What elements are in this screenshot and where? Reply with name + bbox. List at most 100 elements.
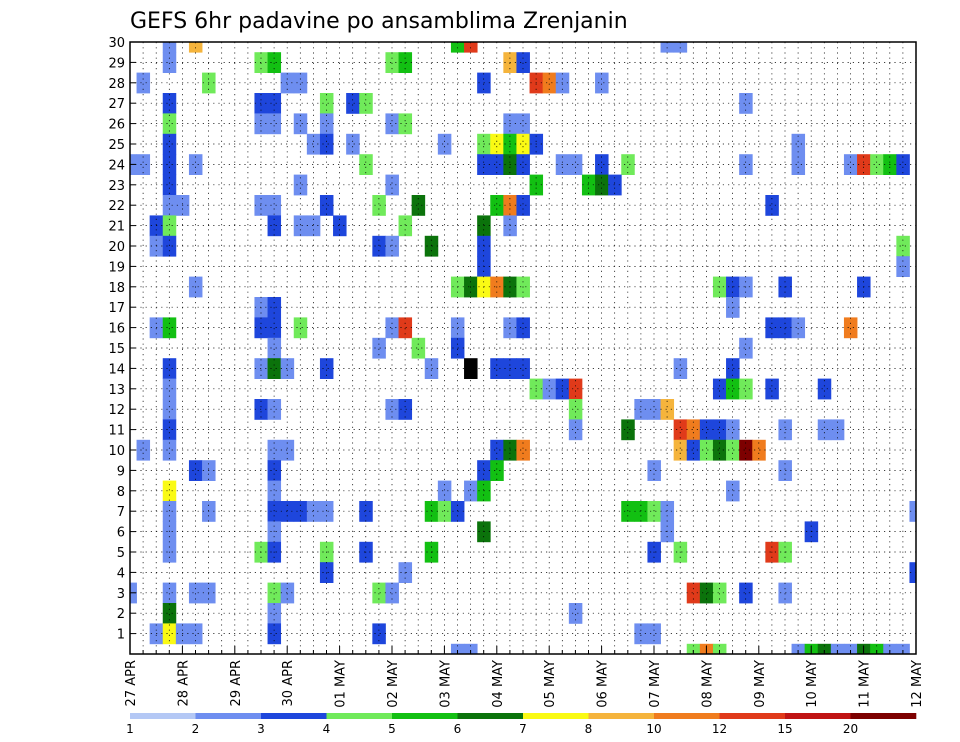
chart-title: GEFS 6hr padavine po ansamblima Zrenjani… — [130, 9, 628, 34]
heatmap-cell — [319, 358, 334, 379]
heatmap-cell — [424, 501, 439, 522]
heatmap-cell — [568, 419, 583, 441]
heatmap-cell — [267, 399, 282, 420]
heatmap-cell — [293, 501, 308, 522]
heatmap-cell — [647, 399, 661, 420]
colorbar-swatch — [130, 713, 196, 719]
heatmap-cell — [595, 72, 609, 94]
x-tick-label: 06 MAY — [596, 660, 611, 708]
heatmap-cell — [739, 582, 753, 604]
heatmap-cell — [726, 439, 740, 461]
heatmap-cell — [647, 460, 661, 481]
heatmap-cell — [280, 72, 295, 94]
heatmap-cell — [162, 623, 177, 645]
heatmap-cell — [464, 643, 478, 655]
heatmap-cell — [608, 174, 622, 196]
y-tick-label: 12 — [108, 403, 125, 418]
heatmap-cell — [385, 52, 399, 73]
heatmap-cell — [162, 215, 177, 237]
heatmap-cell — [686, 643, 701, 655]
heatmap-cell — [437, 480, 452, 502]
heatmap-cell — [162, 154, 177, 175]
y-tick-label: 22 — [108, 199, 125, 214]
heatmap-cell — [162, 439, 177, 461]
heatmap-cell — [817, 643, 832, 655]
heatmap-cell — [542, 378, 557, 400]
heatmap-cell — [162, 399, 177, 420]
colorbar-label: 6 — [454, 722, 462, 736]
heatmap-cell — [385, 399, 399, 420]
heatmap-cell — [621, 501, 635, 522]
x-tick-label: 11 MAY — [858, 660, 873, 708]
colorbar-label: 15 — [777, 722, 792, 736]
heatmap-cell — [516, 133, 530, 155]
heatmap-cell — [765, 195, 779, 216]
heatmap-cell — [162, 113, 177, 135]
heatmap-cell — [162, 480, 177, 502]
y-tick-label: 8 — [117, 485, 125, 500]
colorbar-label: 8 — [585, 722, 593, 736]
y-tick-label: 9 — [117, 464, 125, 479]
heatmap-cell — [673, 419, 688, 441]
y-tick-label: 2 — [117, 607, 125, 622]
heatmap-cell — [162, 93, 177, 114]
heatmap-cell — [267, 603, 282, 624]
heatmap-cell — [267, 460, 282, 481]
heatmap-cell — [385, 582, 399, 604]
heatmap-cell — [385, 317, 399, 339]
colorbar-label: 12 — [712, 722, 727, 736]
heatmap-cell — [293, 317, 308, 339]
y-tick-label: 16 — [108, 322, 125, 337]
x-tick-label: 05 MAY — [543, 660, 558, 708]
heatmap-cell — [319, 93, 334, 114]
heatmap-cell — [162, 195, 177, 216]
heatmap-cell — [647, 501, 661, 522]
heatmap-cell — [896, 643, 910, 655]
y-tick-label: 15 — [108, 342, 125, 357]
y-tick-label: 7 — [117, 505, 125, 520]
heatmap-cell — [843, 154, 858, 175]
heatmap-cell — [162, 358, 177, 379]
heatmap-cell — [739, 337, 753, 359]
y-tick-label: 21 — [108, 220, 125, 235]
heatmap-cell — [739, 439, 753, 461]
heatmap-cell — [267, 501, 282, 522]
heatmap-cell — [739, 378, 753, 400]
heatmap-cell — [306, 215, 321, 237]
y-tick-label: 13 — [108, 383, 125, 398]
colorbar-swatch — [588, 713, 655, 719]
heatmap-cell — [267, 93, 282, 114]
heatmap-cell — [280, 582, 295, 604]
heatmap-cell — [817, 378, 832, 400]
heatmap-cell — [568, 603, 583, 624]
y-tick-label: 17 — [108, 301, 125, 316]
y-tick-label: 10 — [108, 444, 125, 459]
heatmap-cell — [437, 133, 452, 155]
heatmap-cell — [516, 154, 530, 175]
colorbar-label: 3 — [257, 722, 265, 736]
heatmap-cell — [293, 113, 308, 135]
heatmap-cell — [267, 317, 282, 339]
heatmap-cell — [267, 52, 282, 73]
heatmap-cell — [830, 643, 845, 655]
heatmap-cell — [673, 439, 688, 461]
heatmap-cell — [712, 582, 727, 604]
heatmap-cell — [372, 337, 386, 359]
heatmap-cell — [359, 154, 373, 175]
x-tick-label: 27 APR — [124, 660, 139, 706]
y-tick-label: 20 — [108, 240, 125, 255]
heatmap-cell — [568, 378, 583, 400]
heatmap-cell — [398, 52, 413, 73]
heatmap-cell — [712, 643, 727, 655]
heatmap-cell — [385, 235, 399, 257]
y-axis: 1234567891011121314151617181920212223242… — [108, 36, 136, 643]
colorbar-label: 20 — [843, 722, 858, 736]
heatmap-cell — [909, 562, 917, 583]
heatmap-cell — [319, 133, 334, 155]
heatmap-cell — [686, 419, 701, 441]
heatmap-cell — [634, 399, 648, 420]
grid-lines — [130, 41, 916, 654]
heatmap-cell — [267, 582, 282, 604]
y-tick-label: 27 — [108, 97, 125, 112]
heatmap-cell — [136, 72, 151, 94]
